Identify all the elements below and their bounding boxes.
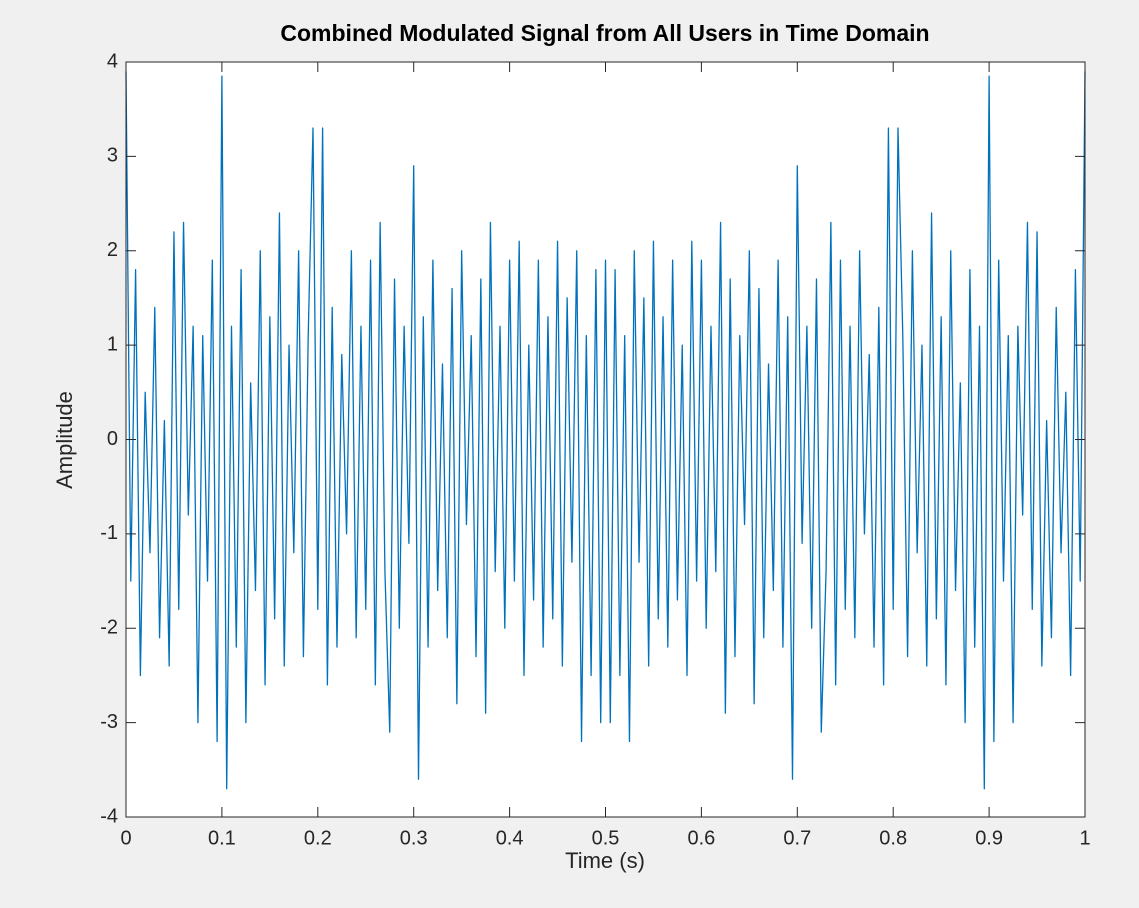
y-tick-label: 2	[107, 239, 118, 261]
y-tick-label: 4	[107, 50, 118, 72]
y-tick-label: 3	[107, 145, 118, 167]
y-axis-label: Amplitude	[52, 391, 77, 489]
x-tick-label: 0.7	[783, 827, 811, 849]
y-tick-label: -3	[100, 711, 118, 733]
x-axis-label: Time (s)	[565, 848, 645, 873]
y-tick-label: -2	[100, 617, 118, 639]
y-tick-label: -1	[100, 522, 118, 544]
x-tick-label: 0.5	[592, 827, 620, 849]
x-tick-label: 0.6	[687, 827, 715, 849]
x-tick-label: 0.3	[400, 827, 428, 849]
x-tick-label: 1	[1079, 827, 1090, 849]
y-tick-label: 0	[107, 428, 118, 450]
x-tick-label: 0.4	[496, 827, 524, 849]
y-tick-label: -4	[100, 805, 118, 827]
x-tick-label: 0	[120, 827, 131, 849]
signal-line	[125, 71, 1086, 790]
chart-title: Combined Modulated Signal from All Users…	[280, 20, 929, 46]
x-tick-label: 0.2	[304, 827, 332, 849]
plot-area	[126, 62, 1085, 817]
x-tick-label: 0.9	[975, 827, 1003, 849]
y-tick-label: 1	[107, 333, 118, 355]
x-tick-label: 0.8	[879, 827, 907, 849]
x-tick-label: 0.1	[208, 827, 236, 849]
